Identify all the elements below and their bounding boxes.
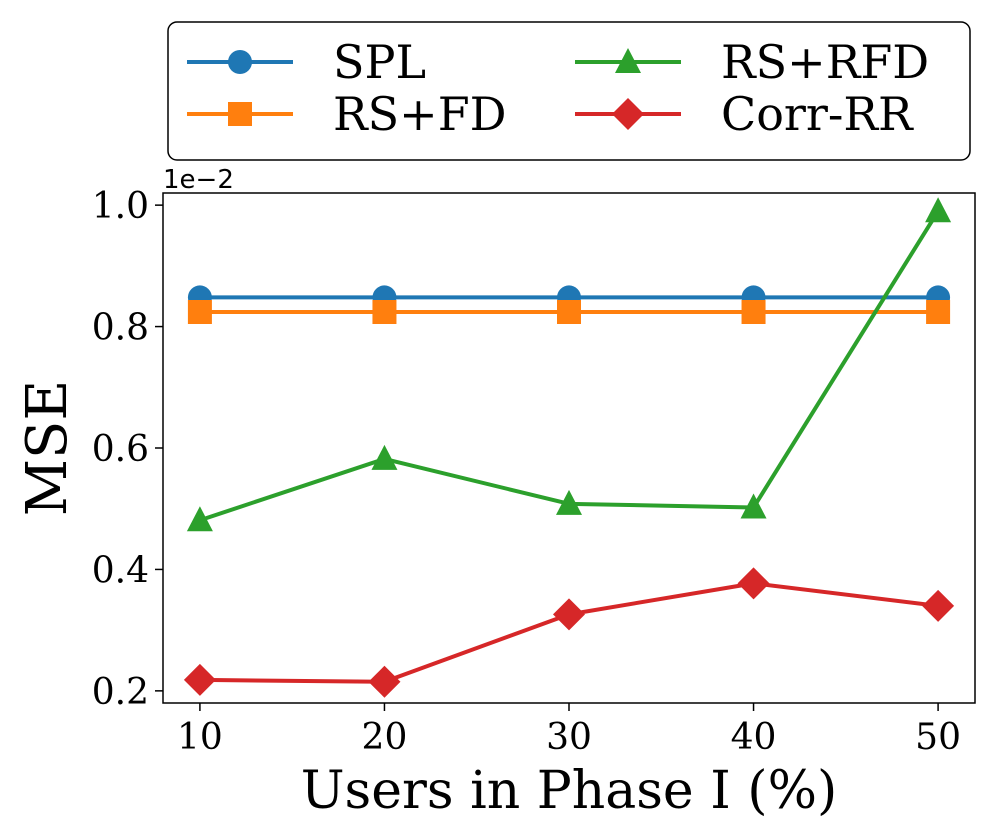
- legend-label-spl: SPL: [333, 35, 426, 89]
- y-tick-label: 1.0: [92, 186, 149, 227]
- x-tick-label: 20: [362, 717, 408, 758]
- data-point-rs-fd: [926, 300, 951, 324]
- y-tick-label: 0.2: [92, 672, 149, 713]
- x-tick-label: 50: [915, 717, 961, 758]
- data-point-rs-fd: [372, 300, 397, 324]
- data-point-rs-rfd: [740, 493, 767, 519]
- series-line-corr-rr: [199, 581, 939, 684]
- data-point-rs-fd: [557, 300, 581, 324]
- legend-box: [167, 21, 971, 161]
- x-axis-label: Users in Phase I (%): [301, 761, 838, 821]
- data-point-rs-fd: [187, 300, 212, 324]
- y-axis-label: MSE: [15, 380, 80, 517]
- y-tick-label: 0.6: [92, 429, 149, 470]
- data-point-rs-rfd: [925, 197, 952, 223]
- legend-label-corr-rr: Corr-RR: [721, 87, 914, 141]
- x-tick-label: 10: [177, 717, 223, 758]
- data-point-rs-fd: [741, 300, 766, 324]
- data-point-rs-rfd: [556, 489, 582, 515]
- data-point-corr-rr: [553, 598, 585, 631]
- y-axis: 0.2 0.4 0.6 0.8 1.0: [92, 186, 163, 713]
- x-axis: 10 20 30 40 50: [177, 703, 961, 758]
- legend-marker-rs-rfd: [615, 48, 641, 73]
- y-tick-label: 0.8: [92, 308, 149, 349]
- data-point-rs-rfd: [186, 506, 213, 532]
- series-line-rs-rfd: [199, 210, 940, 523]
- legend-label-rs-rfd: RS+RFD: [721, 35, 929, 89]
- legend-marker-spl: [228, 50, 252, 74]
- series-group: [183, 197, 955, 698]
- legend-marker-corr-rr: [612, 98, 644, 130]
- x-tick-label: 30: [546, 717, 592, 758]
- x-tick-label: 40: [731, 717, 777, 758]
- data-point-corr-rr: [737, 567, 770, 600]
- legend-label-rs-fd: RS+FD: [333, 87, 507, 141]
- data-point-corr-rr: [183, 663, 216, 696]
- y-tick-label: 0.4: [92, 550, 149, 591]
- legend-marker-rs-fd: [228, 102, 252, 126]
- data-point-corr-rr: [922, 589, 955, 622]
- data-point-rs-rfd: [371, 444, 398, 470]
- y-offset-label: 1e−2: [163, 165, 234, 195]
- data-point-corr-rr: [368, 665, 401, 698]
